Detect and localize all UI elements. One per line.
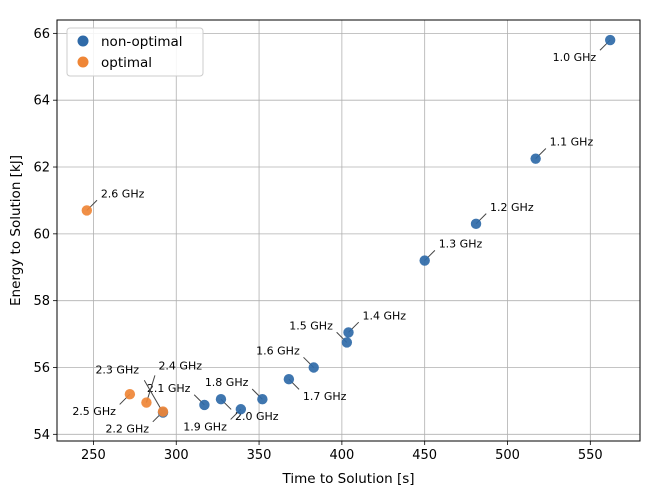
y-tick-label: 56 <box>33 361 50 376</box>
annotations: 1.0 GHz 1.1 GHz 1.2 GHz 1.3 GHz 1.4 GHz 1.5 G… <box>72 39 611 436</box>
legend-marker-non-optimal <box>77 35 89 47</box>
annotation-connector <box>143 380 164 413</box>
x-tick-label: 550 <box>578 448 603 463</box>
data-label: 2.1 GHz <box>147 382 191 395</box>
plot-frame <box>56 19 641 442</box>
data-label: 2.0 GHz <box>235 410 279 423</box>
x-tick-label: 250 <box>81 448 106 463</box>
point-non-optimal <box>530 153 541 164</box>
x-tick-label: 450 <box>412 448 437 463</box>
y-axis-label: Energy to Solution [kJ] <box>8 155 24 306</box>
data-label: 1.7 GHz <box>303 390 347 403</box>
data-label: 1.4 GHz <box>363 309 407 322</box>
y-tick-label: 58 <box>33 294 50 309</box>
data-label: 1.3 GHz <box>439 238 483 251</box>
point-optimal <box>157 406 169 417</box>
point-non-optimal <box>257 394 268 405</box>
legend-box <box>66 27 204 77</box>
point-optimal <box>81 205 93 216</box>
point-non-optimal <box>283 373 295 385</box>
legend-label-non-optimal: non-optimal <box>101 34 183 50</box>
point-non-optimal <box>343 327 354 338</box>
point-non-optimal <box>215 394 227 405</box>
point-non-optimal <box>308 362 319 373</box>
x-axis-label: Time to Solution [s] <box>281 471 414 487</box>
data-label: 1.8 GHz <box>205 376 249 389</box>
point-non-optimal <box>419 255 430 266</box>
x-tick-label: 500 <box>495 448 520 463</box>
data-label: 1.0 GHz <box>553 51 597 64</box>
point-non-optimal <box>604 34 616 46</box>
legend-label-optimal: optimal <box>101 55 152 71</box>
y-tick-label: 64 <box>33 94 50 109</box>
point-non-optimal <box>341 337 353 348</box>
data-label: 1.2 GHz <box>490 201 534 214</box>
point-optimal <box>124 389 136 400</box>
point-non-optimal <box>199 399 210 411</box>
ticks: 250 300 350 400 450 500 550 54 56 58 60 62 64 66 <box>33 27 602 463</box>
data-label: 1.6 GHz <box>256 344 300 357</box>
legend-marker-optimal <box>77 56 89 68</box>
data-points <box>81 34 616 418</box>
data-label: 2.5 GHz <box>72 405 116 418</box>
data-label: 1.5 GHz <box>289 319 333 332</box>
point-non-optimal <box>470 218 482 230</box>
x-tick-label: 300 <box>164 448 189 463</box>
x-tick-label: 400 <box>329 448 354 463</box>
point-non-optimal <box>235 404 247 415</box>
x-tick-label: 350 <box>247 448 272 463</box>
point-optimal <box>141 397 152 408</box>
data-label: 1.9 GHz <box>183 420 227 433</box>
y-tick-label: 66 <box>33 27 50 42</box>
data-label: 2.3 GHz <box>95 364 139 377</box>
legend: non-optimal optimal <box>66 27 204 77</box>
grid <box>57 20 640 441</box>
data-label: 2.4 GHz <box>158 360 202 373</box>
data-label: 1.1 GHz <box>550 136 594 149</box>
data-label: 2.6 GHz <box>101 187 145 200</box>
y-tick-label: 60 <box>33 227 50 242</box>
data-label: 2.2 GHz <box>105 423 149 436</box>
y-tick-label: 62 <box>33 161 50 176</box>
y-tick-label: 54 <box>33 428 50 443</box>
